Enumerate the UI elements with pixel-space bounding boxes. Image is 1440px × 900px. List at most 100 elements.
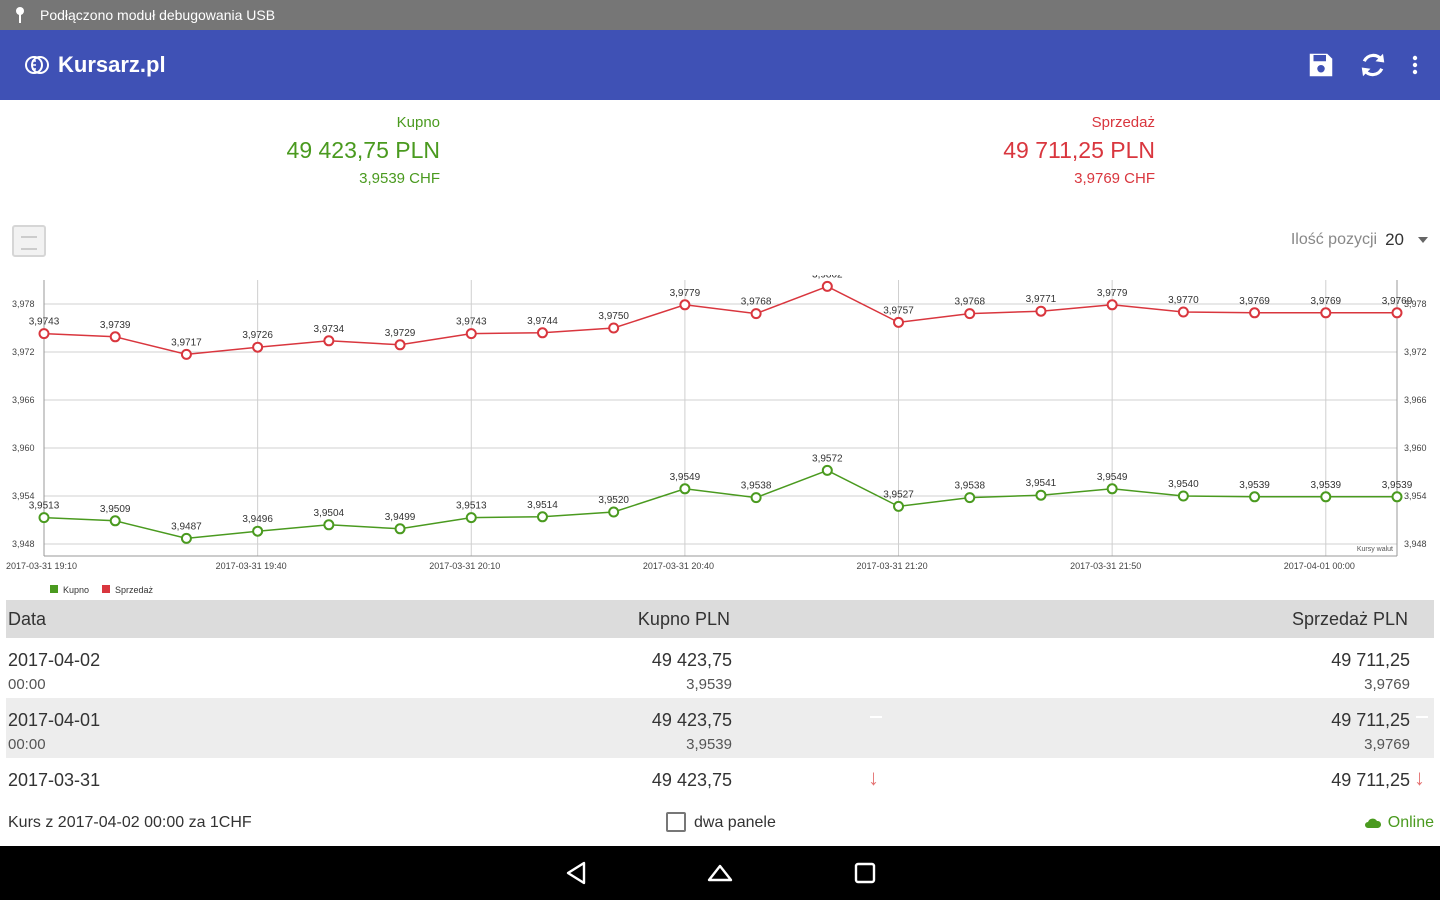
data-point xyxy=(1177,490,1189,502)
no-change-icon xyxy=(1416,716,1428,718)
rate-chart: 3,978 3,978 3,972 3,972 3,966 3,966 3,960 3,960… xyxy=(6,275,1427,595)
home-icon[interactable] xyxy=(706,860,734,886)
data-label: 3,9770 xyxy=(1168,295,1199,306)
app-title: Kursarz.pl xyxy=(58,52,166,77)
y-tick-label: 3,978 xyxy=(1404,299,1427,309)
table-row[interactable]: 2017-03-31 49 423,75 ↓ 49 711,25 ↓ xyxy=(6,758,1434,803)
positions-value: 20 xyxy=(1385,230,1404,249)
data-label: 3,9743 xyxy=(29,317,60,328)
data-label: 3,9513 xyxy=(456,501,487,512)
sell-summary: Sprzedaż 49 711,25 PLN 3,9769 CHF xyxy=(1003,114,1155,187)
data-label: 3,9509 xyxy=(100,504,131,515)
row-sell-rate: 3,9769 xyxy=(1364,676,1410,693)
data-point xyxy=(180,532,192,544)
y-tick-label: 3,972 xyxy=(1404,347,1427,357)
y-tick-label: 3,954 xyxy=(1404,491,1427,501)
y-tick-label: 3,960 xyxy=(12,443,35,453)
data-label: 3,9750 xyxy=(598,311,629,322)
buy-rate: 3,9539 CHF xyxy=(359,170,440,187)
data-point xyxy=(1177,306,1189,318)
more-vert-icon[interactable] xyxy=(1410,50,1420,80)
header-buy: Kupno PLN xyxy=(637,608,730,629)
data-point xyxy=(1249,491,1261,503)
positions-label: Ilość pozycji xyxy=(1290,231,1378,248)
arrow-down-icon: ↓ xyxy=(1414,765,1425,790)
data-point xyxy=(1035,489,1047,501)
status-notification: Podłączono moduł debugowania USB xyxy=(40,7,276,23)
data-label: 3,9768 xyxy=(741,297,772,308)
sell-label: Sprzedaż xyxy=(1091,114,1155,131)
data-point xyxy=(252,341,264,353)
data-point xyxy=(964,492,976,504)
row-sell: 49 711,25 xyxy=(1331,710,1410,730)
data-label: 3,9768 xyxy=(954,297,985,308)
series-line-sprzedaz xyxy=(43,285,1397,356)
positions-selector[interactable]: Ilość pozycji 20 xyxy=(1291,230,1428,250)
data-point xyxy=(821,464,833,476)
recent-apps-icon[interactable] xyxy=(853,861,877,885)
refresh-icon[interactable] xyxy=(1358,50,1388,80)
row-buy: 49 423,75 xyxy=(651,710,732,730)
data-point xyxy=(964,308,976,320)
status-bar: Podłączono moduł debugowania USB xyxy=(0,0,1440,30)
data-label: 3,9549 xyxy=(1097,472,1128,483)
data-label: 3,9549 xyxy=(670,472,701,483)
row-buy-rate: 3,9539 xyxy=(686,676,732,693)
data-label: 3,9769 xyxy=(1382,296,1413,307)
online-status: Online xyxy=(1364,814,1434,832)
legend-entry: Sprzedaż xyxy=(115,585,154,595)
data-label: 3,9717 xyxy=(171,337,202,348)
data-label: 3,9572 xyxy=(812,453,843,464)
data-point xyxy=(750,308,762,320)
data-label: 3,9539 xyxy=(1310,480,1341,491)
no-change-icon xyxy=(870,716,882,718)
chart-toggle-button[interactable] xyxy=(12,225,46,257)
data-label: 3,9802 xyxy=(812,275,843,280)
data-label: 3,9539 xyxy=(1382,480,1413,491)
data-label: 3,9539 xyxy=(1239,480,1270,491)
data-point xyxy=(679,483,691,495)
rate-info: Kurs z 2017-04-02 00:00 za 1CHF xyxy=(8,814,252,831)
back-icon[interactable] xyxy=(564,860,590,886)
x-tick-label: 2017-03-31 21:50 xyxy=(1070,561,1141,571)
data-point xyxy=(893,500,905,512)
data-label: 3,9743 xyxy=(456,317,487,328)
two-panels-checkbox[interactable] xyxy=(666,812,686,832)
cloud-icon xyxy=(1364,818,1381,828)
data-label: 3,9487 xyxy=(171,521,202,532)
data-label: 3,9538 xyxy=(954,481,985,492)
y-tick-label: 3,978 xyxy=(12,299,35,309)
data-point xyxy=(536,327,548,339)
footer: Kurs z 2017-04-02 00:00 za 1CHF dwa pane… xyxy=(0,808,1440,846)
data-point xyxy=(1106,483,1118,495)
arrow-down-icon: ↓ xyxy=(868,765,879,790)
data-label: 3,9779 xyxy=(1097,288,1128,299)
y-tick-label: 3,960 xyxy=(1404,443,1427,453)
table-row[interactable]: 2017-04-01 00:00 49 423,75 3,9539 49 711… xyxy=(6,698,1434,758)
app-bar: Kursarz.pl xyxy=(0,30,1440,100)
online-label: Online xyxy=(1387,814,1434,831)
data-label: 3,9734 xyxy=(314,324,345,335)
data-point xyxy=(323,519,335,531)
table-row[interactable]: 2017-04-02 00:00 49 423,75 3,9539 49 711… xyxy=(6,638,1434,698)
data-point xyxy=(323,335,335,347)
x-tick-label: 2017-03-31 21:20 xyxy=(857,561,928,571)
y-tick-label: 3,966 xyxy=(12,395,35,405)
data-point xyxy=(1391,491,1403,503)
x-tick-label: 2017-04-01 00:00 xyxy=(1284,561,1355,571)
data-label: 3,9769 xyxy=(1239,296,1270,307)
data-point xyxy=(109,331,121,343)
x-tick-label: 2017-03-31 19:40 xyxy=(216,561,287,571)
x-tick-label: 2017-03-31 20:10 xyxy=(429,561,500,571)
data-label: 3,9513 xyxy=(29,501,60,512)
data-point xyxy=(38,328,50,340)
legend-swatch xyxy=(102,585,110,593)
data-point xyxy=(1035,305,1047,317)
data-point xyxy=(608,506,620,518)
table-header: Data Kupno PLN Sprzedaż PLN xyxy=(6,600,1434,638)
y-tick-label: 3,966 xyxy=(1404,395,1427,405)
row-buy-rate: 3,9539 xyxy=(686,736,732,753)
save-icon[interactable] xyxy=(1306,50,1336,80)
data-point xyxy=(394,523,406,535)
series-line-kupno xyxy=(43,469,1397,540)
